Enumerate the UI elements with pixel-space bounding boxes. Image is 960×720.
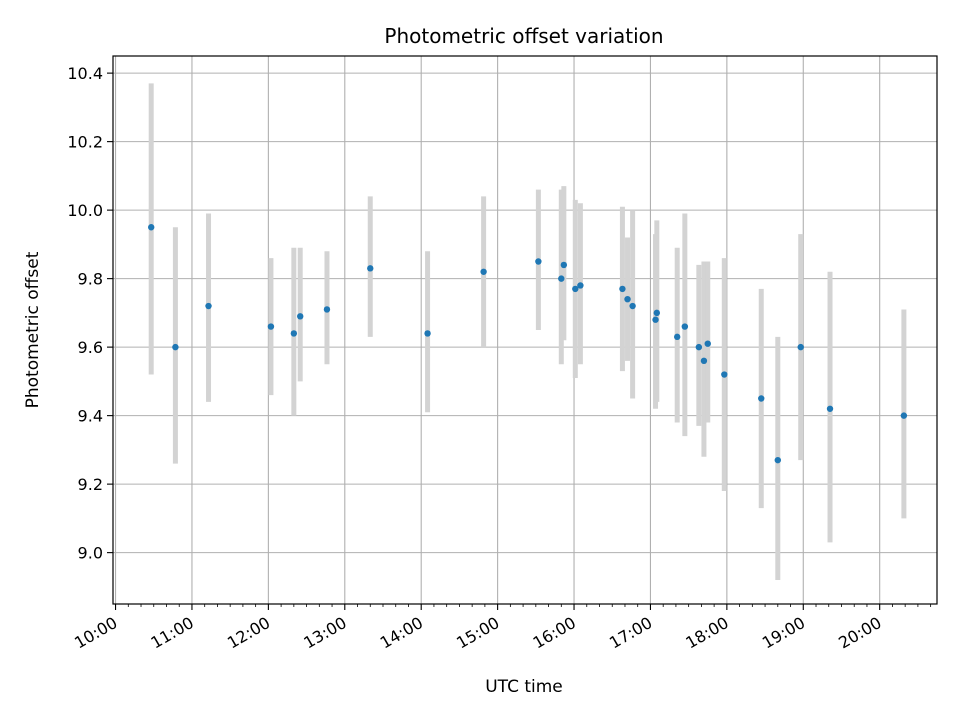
y-tick-label: 10.0 — [67, 201, 103, 220]
data-point — [572, 285, 579, 293]
y-tick-label: 9.8 — [78, 270, 103, 289]
data-point — [653, 309, 661, 317]
data-point — [797, 343, 804, 351]
data-point — [323, 306, 331, 313]
y-tick-label: 9.6 — [78, 338, 103, 357]
data-point — [290, 330, 298, 337]
data-point — [900, 412, 908, 419]
y-tick-label: 9.0 — [78, 544, 103, 563]
x-axis-label: UTC time — [485, 677, 563, 697]
y-axis-label: Photometric offset — [23, 251, 43, 408]
data-point — [480, 268, 487, 275]
data-point — [148, 224, 155, 231]
data-point — [367, 265, 374, 272]
data-point — [774, 456, 782, 464]
chart-title: Photometric offset variation — [384, 24, 663, 48]
data-point — [172, 343, 179, 351]
y-tick-label: 10.2 — [67, 133, 103, 152]
data-point — [758, 395, 765, 402]
data-point — [721, 371, 728, 378]
data-point — [695, 343, 703, 351]
data-point — [205, 302, 212, 310]
y-tick-label: 10.4 — [67, 64, 103, 83]
data-point — [560, 261, 568, 269]
y-tick-label: 9.2 — [78, 475, 103, 494]
data-point — [297, 313, 304, 320]
data-points — [148, 224, 908, 464]
data-point — [629, 302, 636, 310]
data-point — [826, 405, 834, 412]
data-point — [652, 316, 659, 323]
data-point — [704, 340, 711, 347]
data-point — [673, 333, 681, 341]
y-tick-label: 9.4 — [78, 407, 103, 426]
data-point — [558, 275, 565, 282]
data-point — [681, 323, 689, 330]
data-point — [577, 282, 584, 289]
data-point — [624, 295, 631, 303]
data-point — [424, 330, 431, 337]
data-point — [619, 285, 626, 293]
data-point — [267, 323, 275, 330]
data-point — [535, 258, 542, 265]
plot-frame — [112, 55, 938, 605]
data-point — [700, 357, 708, 365]
y-axis-ticks: 9.0 9.2 9.4 9.6 9.8 10.0 10.2 10.4 — [67, 64, 113, 563]
